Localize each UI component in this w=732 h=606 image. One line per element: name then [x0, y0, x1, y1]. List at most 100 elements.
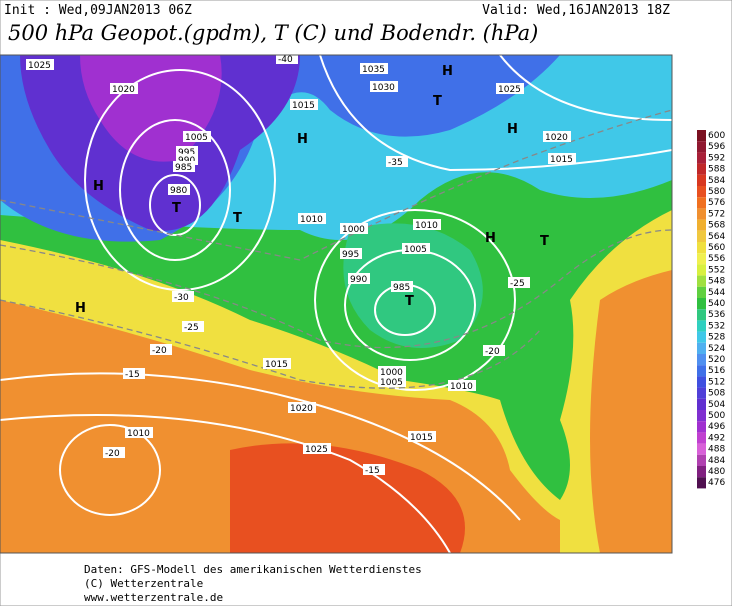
- colorbar-label: 564: [708, 232, 725, 242]
- colorbar-label: 516: [708, 366, 725, 376]
- label-box: [182, 321, 204, 332]
- contour-label: 1000: [342, 225, 365, 235]
- contour-label: -30: [174, 293, 189, 303]
- pressure-center: T: [405, 294, 414, 309]
- map: 102510201005995990985980THHTTHHTHTH-40-3…: [0, 54, 673, 554]
- contour-label: -20: [485, 347, 500, 357]
- colorbar-swatch: [697, 376, 706, 388]
- colorbar-label: 528: [708, 333, 725, 343]
- label-box: [348, 273, 370, 284]
- contour-label: -15: [125, 370, 140, 380]
- pressure-center: H: [297, 132, 308, 147]
- pressure-center: T: [233, 211, 242, 226]
- pressure-center: T: [172, 201, 181, 216]
- contour-label: 1005: [404, 245, 427, 255]
- contour-label: 1005: [185, 133, 208, 143]
- colorbar-swatch: [697, 197, 706, 209]
- label-box: [176, 146, 198, 157]
- colorbar-label: 536: [708, 310, 725, 320]
- colorbar-swatch: [697, 174, 706, 186]
- colorbar-label: 584: [708, 176, 725, 186]
- colorbar-label: 568: [708, 221, 725, 231]
- colorbar-swatch: [697, 163, 706, 175]
- colorbar-swatch: [697, 477, 706, 489]
- contour-label: 1015: [550, 155, 573, 165]
- colorbar-label: 552: [708, 265, 725, 275]
- colorbar-label: 508: [708, 389, 725, 399]
- label-box: [173, 161, 195, 172]
- colorbar-swatch: [697, 264, 706, 276]
- colorbar-label: 504: [708, 400, 725, 410]
- colorbar-swatch: [697, 387, 706, 399]
- colorbar-swatch: [697, 253, 706, 265]
- contour-label: 1025: [305, 445, 328, 455]
- isobars: [0, 55, 672, 553]
- colorbar-label: 476: [708, 478, 725, 488]
- colorbar-swatch: [697, 365, 706, 377]
- colorbar-label: 512: [708, 377, 725, 387]
- colorbar-swatch: [697, 320, 706, 332]
- pressure-center: H: [442, 64, 453, 79]
- label-box: [103, 447, 125, 458]
- colorbar-label: 492: [708, 433, 725, 443]
- label-box: [386, 156, 408, 167]
- map-border: [0, 54, 673, 554]
- label-box: [408, 431, 436, 442]
- colorbar-label: 560: [708, 243, 725, 253]
- label-box: [290, 99, 318, 110]
- label-box: [483, 345, 505, 356]
- valid-time: Valid: Wed,16JAN2013 18Z: [482, 3, 670, 18]
- label-box: [391, 281, 413, 292]
- colorbar-swatch: [697, 275, 706, 287]
- pressure-center: T: [433, 94, 442, 109]
- contour-label: 1035: [362, 65, 385, 75]
- label-box: [413, 219, 441, 230]
- colorbar-swatch: [697, 354, 706, 366]
- label-box: [176, 154, 198, 165]
- colorbar-label: 532: [708, 321, 725, 331]
- colorbar-label: 480: [708, 467, 725, 477]
- colorbar-label: 484: [708, 456, 725, 466]
- colorbar-label: 520: [708, 355, 725, 365]
- contour-label: 1025: [498, 85, 521, 95]
- contour-label: 1000: [380, 368, 403, 378]
- label-box: [123, 368, 145, 379]
- colorbar-swatch: [697, 421, 706, 433]
- label-box: [543, 131, 571, 142]
- pressure-center: H: [485, 231, 496, 246]
- title: 500 hPa Geopot.(gpdm), T (C) und Bodendr…: [8, 21, 538, 45]
- contour-label: 985: [393, 283, 410, 293]
- colorbar-swatch: [697, 454, 706, 466]
- colorbar-swatch: [697, 309, 706, 321]
- colorbar-label: 576: [708, 198, 725, 208]
- colorbar-swatch: [697, 208, 706, 220]
- colorbar-swatch: [697, 242, 706, 254]
- contour-label: 1015: [410, 433, 433, 443]
- colorbar-label: 592: [708, 153, 725, 163]
- contour-label: -35: [388, 158, 403, 168]
- contour-label: 995: [178, 148, 195, 158]
- colorbar-swatch: [697, 331, 706, 343]
- contour-label: 1015: [292, 101, 315, 111]
- contour-label: 1005: [380, 378, 403, 388]
- contour-label: 1025: [28, 61, 51, 71]
- contour-label: -20: [152, 346, 167, 356]
- colorbar-label: 556: [708, 254, 725, 264]
- label-box: [276, 55, 298, 64]
- colorbar-swatch: [697, 186, 706, 198]
- label-box: [110, 83, 138, 94]
- pressure-center: T: [540, 234, 549, 249]
- colorbar-label: 588: [708, 165, 725, 175]
- contour-label: -20: [105, 449, 120, 459]
- colorbar-label: 496: [708, 422, 725, 432]
- colorbar-label: 580: [708, 187, 725, 197]
- colorbar-label: 500: [708, 411, 725, 421]
- colorbar-label: 596: [708, 142, 725, 152]
- contour-label: -40: [278, 55, 293, 65]
- colorbar-swatch: [697, 130, 706, 142]
- contour-label: 1010: [127, 429, 150, 439]
- label-box: [363, 464, 385, 475]
- contour-label: -25: [510, 279, 525, 289]
